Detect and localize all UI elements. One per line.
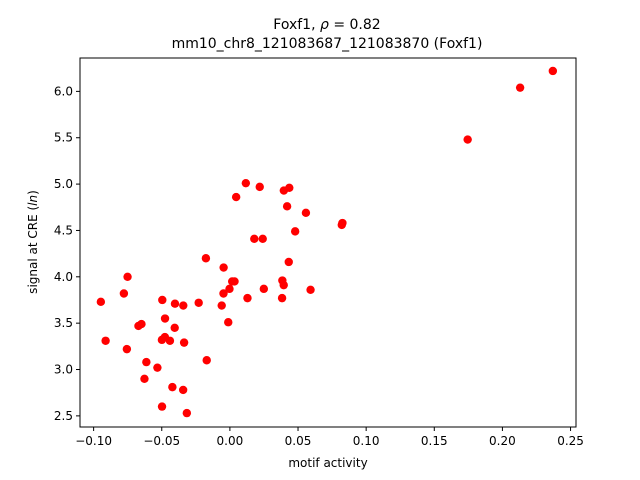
data-point: [217, 301, 226, 310]
data-point: [137, 319, 146, 329]
x-tick-label: 0.05: [285, 434, 312, 448]
data-point: [463, 135, 472, 144]
data-point: [241, 178, 251, 188]
data-point: [123, 272, 132, 282]
y-tick-label: 5.5: [54, 131, 73, 145]
data-point: [282, 202, 292, 211]
x-tick-label: 0.25: [557, 434, 584, 448]
data-point: [182, 408, 192, 418]
data-point: [165, 336, 175, 345]
data-point: [515, 83, 525, 92]
data-point: [194, 298, 203, 307]
data-point: [285, 183, 294, 192]
x-tick-label: 0.10: [353, 434, 380, 448]
x-tick-label: −0.10: [75, 434, 112, 448]
data-point: [142, 357, 151, 367]
data-point: [338, 218, 347, 228]
data-point: [179, 301, 188, 310]
y-axis-label: signal at CRE (ln): [26, 190, 40, 294]
data-point: [168, 382, 177, 392]
data-point: [250, 234, 259, 243]
x-tick-label: 0.00: [217, 434, 244, 448]
y-tick-label: 5.0: [54, 177, 73, 191]
y-axis-ticks: 2.5 3.0 3.5 4.0 4.5 5.0 5.5 6.0: [54, 84, 80, 423]
data-point: [243, 293, 252, 303]
chart-title-line1: Foxf1, ρ = 0.82: [273, 17, 380, 33]
data-point: [277, 293, 287, 303]
data-point: [119, 289, 129, 298]
chart-title-line2: mm10_chr8_121083687_121083870 (Foxf1): [172, 36, 483, 52]
data-point: [96, 297, 106, 307]
y-tick-label: 2.5: [54, 409, 73, 423]
data-point: [140, 374, 149, 383]
data-point: [306, 285, 315, 294]
y-tick-label: 4.5: [54, 223, 73, 237]
data-point: [170, 323, 179, 332]
data-point: [101, 336, 110, 345]
data-point: [279, 280, 288, 290]
data-point: [259, 284, 269, 294]
data-point: [219, 289, 228, 298]
data-point: [255, 182, 264, 192]
data-point: [230, 277, 239, 286]
data-point: [158, 295, 167, 305]
data-point: [170, 299, 180, 308]
y-tick-label: 6.0: [54, 84, 73, 98]
data-point: [157, 402, 167, 411]
data-point: [258, 234, 267, 243]
y-tick-label: 3.0: [54, 363, 73, 377]
plot-frame: [79, 57, 577, 428]
y-tick-label: 3.5: [54, 316, 73, 330]
data-point: [202, 356, 211, 365]
data-point: [290, 227, 300, 236]
y-tick-label: 4.0: [54, 270, 73, 284]
data-point: [224, 318, 233, 327]
x-axis-label: motif activity: [288, 456, 367, 470]
data-point: [122, 344, 132, 354]
data-point: [225, 284, 234, 294]
x-tick-label: 0.15: [421, 434, 448, 448]
data-points: [96, 66, 558, 418]
x-tick-label: 0.20: [489, 434, 516, 448]
data-point: [231, 192, 241, 202]
data-point: [153, 363, 162, 372]
data-point: [219, 263, 228, 272]
data-point: [179, 338, 189, 347]
data-point: [548, 66, 558, 76]
x-axis-ticks: −0.10 −0.05 0.00 0.05 0.10 0.15 0.20 0.25: [75, 427, 584, 448]
data-point: [201, 254, 211, 263]
data-point: [160, 314, 170, 323]
data-point: [178, 385, 188, 395]
data-point: [284, 257, 293, 267]
x-tick-label: −0.05: [143, 434, 180, 448]
data-point: [301, 208, 311, 218]
